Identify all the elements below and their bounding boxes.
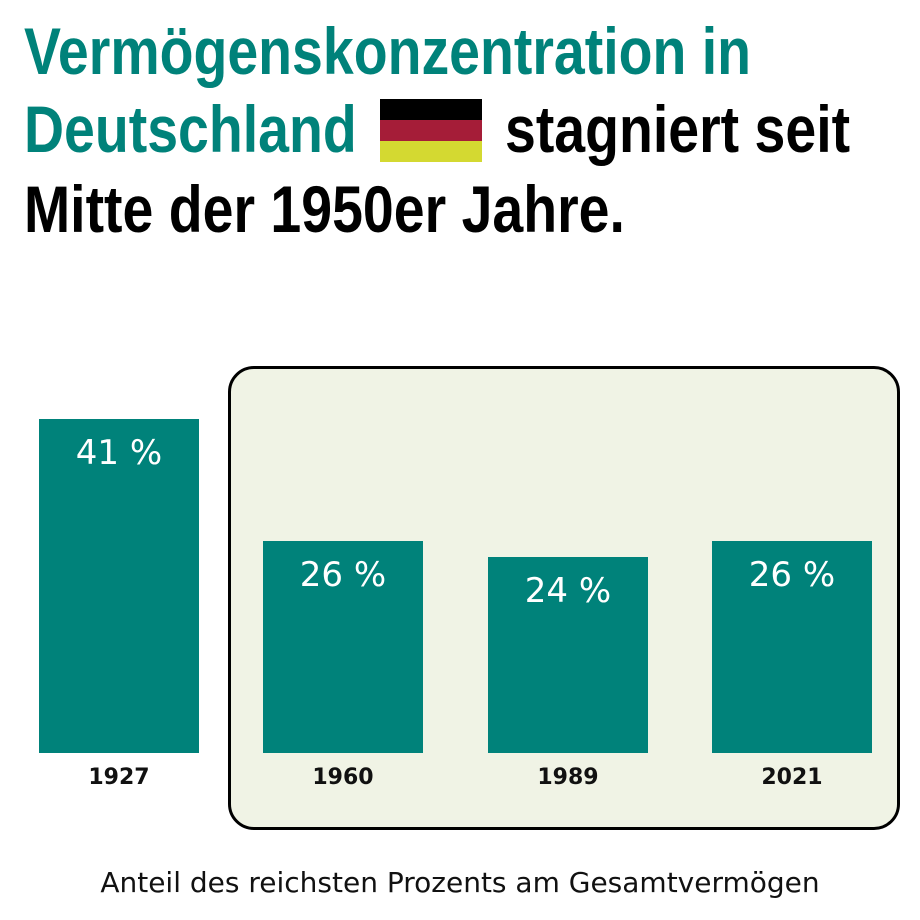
x-tick-label: 2021 <box>761 765 823 790</box>
data-label: 41 % <box>75 433 163 473</box>
x-tick-label: 1927 <box>88 765 150 790</box>
bar-1960 <box>263 541 423 753</box>
data-label: 26 % <box>299 555 387 596</box>
bar-1989 <box>488 557 648 753</box>
x-axis-label: Anteil des reichsten Prozents am Gesamtv… <box>100 866 820 899</box>
bar-1927 <box>39 419 199 753</box>
x-tick-label: 1989 <box>537 765 599 790</box>
title-line-2-black: stagniert seit <box>505 92 851 166</box>
data-label: 26 % <box>748 555 836 596</box>
title-line-1: Vermögenskonzentration in <box>24 14 752 88</box>
title-line-2-teal: Deutschland <box>24 92 357 166</box>
germany-flag-icon <box>380 99 482 162</box>
x-tick-label: 1960 <box>312 765 374 790</box>
data-label: 24 % <box>524 571 612 612</box>
title-line-3: Mitte der 1950er Jahre. <box>24 172 625 246</box>
bar-2021 <box>712 541 872 753</box>
